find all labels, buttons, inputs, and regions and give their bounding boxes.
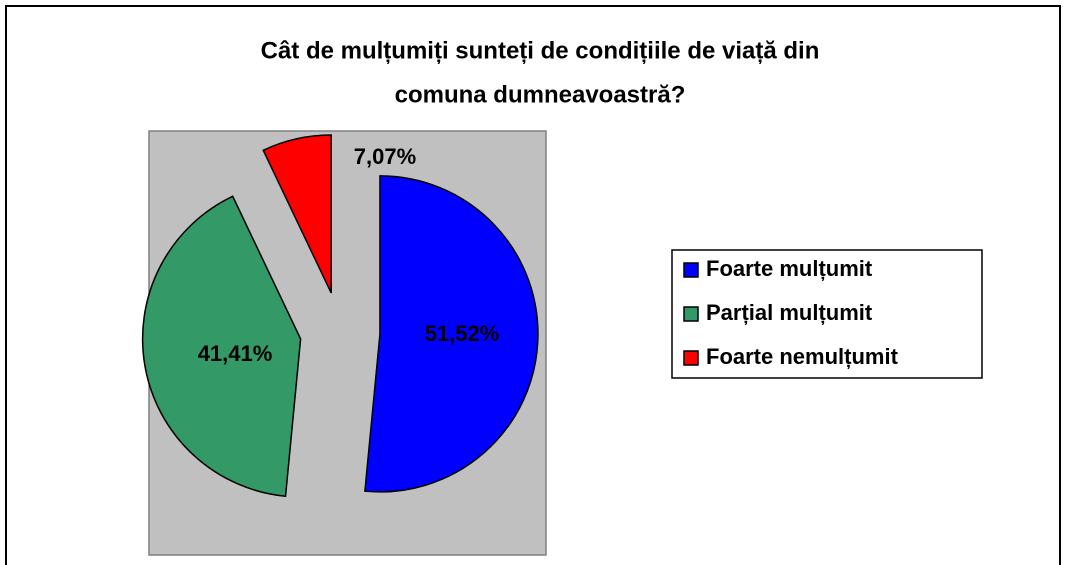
chart-title: comuna dumneavoastră? [395, 81, 686, 108]
pie-slice [262, 134, 332, 294]
legend-swatch [683, 262, 699, 278]
data-label: 41,41% [198, 341, 273, 366]
legend-label: Foarte nemulțumit [706, 344, 899, 369]
data-label: 51,52% [425, 321, 500, 346]
pie-slice [364, 175, 539, 493]
data-label: 7,07% [354, 144, 416, 169]
legend-label: Foarte mulțumit [706, 256, 873, 281]
legend-swatch [683, 306, 699, 322]
legend-swatch [683, 350, 699, 366]
chart-title: Cât de mulțumiți sunteți de condițiile d… [261, 37, 820, 64]
pie-slice [141, 195, 302, 498]
legend [671, 249, 983, 379]
legend-label: Parțial mulțumit [706, 300, 873, 325]
